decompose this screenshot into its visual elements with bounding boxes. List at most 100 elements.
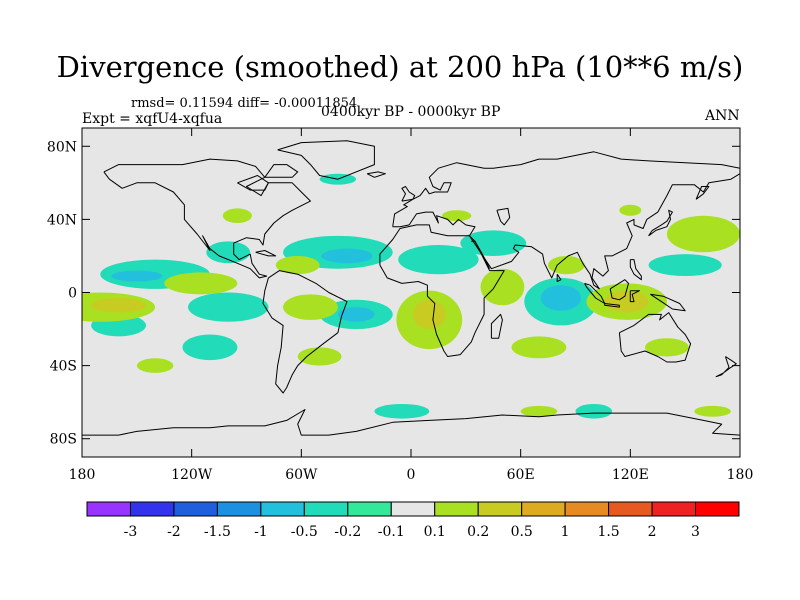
region-europe xyxy=(442,210,472,222)
lat-tick-label: 80S xyxy=(50,432,77,448)
colorbar-level-label: -1.5 xyxy=(204,524,231,540)
coastline-greenland xyxy=(277,140,375,180)
region-caribbean xyxy=(275,255,320,275)
region-n-america xyxy=(222,208,252,224)
colorbar-level-label: -0.5 xyxy=(291,524,318,540)
experiment-label: Expt = xqfU4-xqfua xyxy=(82,111,223,127)
lon-tick-label: 60E xyxy=(507,467,535,483)
season-label: ANN xyxy=(705,108,740,124)
region-africa-north xyxy=(398,244,479,275)
region-indian-ocean-core xyxy=(540,285,581,311)
colorbar xyxy=(86,501,740,517)
colorbar-swatch xyxy=(129,501,175,517)
colorbar-swatch xyxy=(303,501,349,517)
colorbar-swatch xyxy=(216,501,262,517)
coastline-cuba xyxy=(255,250,277,257)
region-s-atlantic-core xyxy=(337,307,375,322)
coastline-kamchatka xyxy=(695,186,710,200)
axis-tick-labels: 180 120W 60W 0 60E 120E 180 80N 40N 0 40S 80S xyxy=(47,139,753,483)
period-label: 0400kyr BP - 0000kyr BP xyxy=(321,104,501,120)
coastline-sulawesi xyxy=(629,290,640,303)
coastlines xyxy=(82,140,740,436)
coastline-arabia-red-sea xyxy=(471,240,491,269)
coastline-south-america xyxy=(262,270,348,394)
rmsd-diff-text: rmsd= 0.11594 diff= -0.00011854 xyxy=(131,96,358,111)
region-arabia xyxy=(460,230,527,256)
region-s-ocean-east xyxy=(694,405,731,417)
region-s-ocean-mid xyxy=(520,405,558,417)
colorbar-swatch xyxy=(651,501,697,517)
lat-tick-label: 40N xyxy=(47,212,77,228)
lat-tick-label: 80N xyxy=(47,139,77,155)
region-s-atlantic-warm xyxy=(297,347,342,366)
region-w-pacific-north xyxy=(648,254,722,277)
colorbar-level-label: -3 xyxy=(124,524,138,540)
coastline-borneo xyxy=(609,279,629,301)
region-n-pacific-east-core xyxy=(111,270,163,282)
colorbar-swatch xyxy=(347,501,392,517)
lon-tick-label: 180 xyxy=(727,467,754,483)
colorbar-level-label: -1 xyxy=(254,524,268,540)
region-s-ocean-2 xyxy=(575,403,613,419)
region-s-pacific-warm-core xyxy=(91,297,146,313)
colorbar-swatch xyxy=(695,501,740,517)
coastline-new-zealand xyxy=(715,356,737,378)
region-s-america xyxy=(283,294,338,320)
coastline-sri-lanka xyxy=(556,273,562,282)
coastline-japan xyxy=(648,209,673,237)
region-s-indian xyxy=(511,336,567,359)
colorbar-swatch xyxy=(260,501,305,517)
colorbar-level-label: -0.1 xyxy=(378,524,405,540)
lon-tick-label: 120E xyxy=(612,467,649,483)
region-n-atlantic-core xyxy=(321,248,373,264)
plot-title: Divergence (smoothed) at 200 hPa (10**6 … xyxy=(56,50,744,84)
coastline-baffin xyxy=(264,164,299,178)
region-australia-s xyxy=(644,338,689,357)
coastline-iceland xyxy=(366,171,386,178)
colorbar-level-label: 1 xyxy=(561,524,570,540)
colorbar-level-label: 2 xyxy=(648,524,657,540)
colorbar-swatch xyxy=(86,501,131,517)
region-indian-subcontinent xyxy=(548,255,585,275)
region-s-pacific-east xyxy=(182,334,238,361)
lat-tick-label: 40S xyxy=(50,359,77,375)
coastline-madagascar xyxy=(490,313,503,339)
lon-tick-label: 60W xyxy=(285,467,318,483)
region-w-pacific-ne xyxy=(666,215,740,253)
colorbar-level-label: -0.2 xyxy=(334,524,361,540)
region-mexico xyxy=(206,241,251,264)
coastline-caspian xyxy=(496,207,511,226)
colorbar-swatch xyxy=(434,501,479,517)
coastline-antarctica xyxy=(82,409,740,436)
coastline-great-britain xyxy=(401,186,416,202)
coastline-africa xyxy=(379,224,505,357)
region-africa-south-core xyxy=(412,299,446,330)
colorbar-level-label: 1.5 xyxy=(597,524,619,540)
colorbar-level-label: 0.5 xyxy=(511,524,533,540)
lon-tick-label: 0 xyxy=(407,467,416,483)
colorbar-level-label: 0.2 xyxy=(467,524,489,540)
colorbar-level-label: 3 xyxy=(691,524,700,540)
colorbar-swatch xyxy=(608,501,653,517)
colorbar-swatch xyxy=(477,501,523,517)
region-e-pacific-sw xyxy=(188,292,269,322)
coastline-eurasia xyxy=(392,151,740,290)
colorbar-level-label: 0.1 xyxy=(424,524,446,540)
colorbar-level-label: -2 xyxy=(167,524,181,540)
coastline-java xyxy=(604,303,620,308)
lon-tick-label: 180 xyxy=(69,467,96,483)
coastline-philippines xyxy=(629,259,642,281)
coastline-australia xyxy=(618,312,692,363)
axis-ticks xyxy=(81,128,741,457)
contour-regions xyxy=(82,173,740,419)
region-s-pacific-south xyxy=(136,358,174,373)
colorbar-swatch xyxy=(564,501,610,517)
coastline-new-guinea xyxy=(650,293,686,312)
region-s-ocean-1 xyxy=(374,403,430,419)
colorbar-swatch xyxy=(173,501,218,517)
region-e-africa xyxy=(480,268,525,306)
lon-tick-label: 120W xyxy=(171,467,213,483)
coastline-hudson xyxy=(237,175,269,191)
colorbar-swatch xyxy=(521,501,566,517)
